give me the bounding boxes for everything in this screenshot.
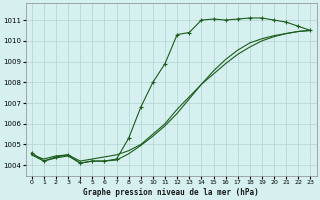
- X-axis label: Graphe pression niveau de la mer (hPa): Graphe pression niveau de la mer (hPa): [83, 188, 259, 197]
